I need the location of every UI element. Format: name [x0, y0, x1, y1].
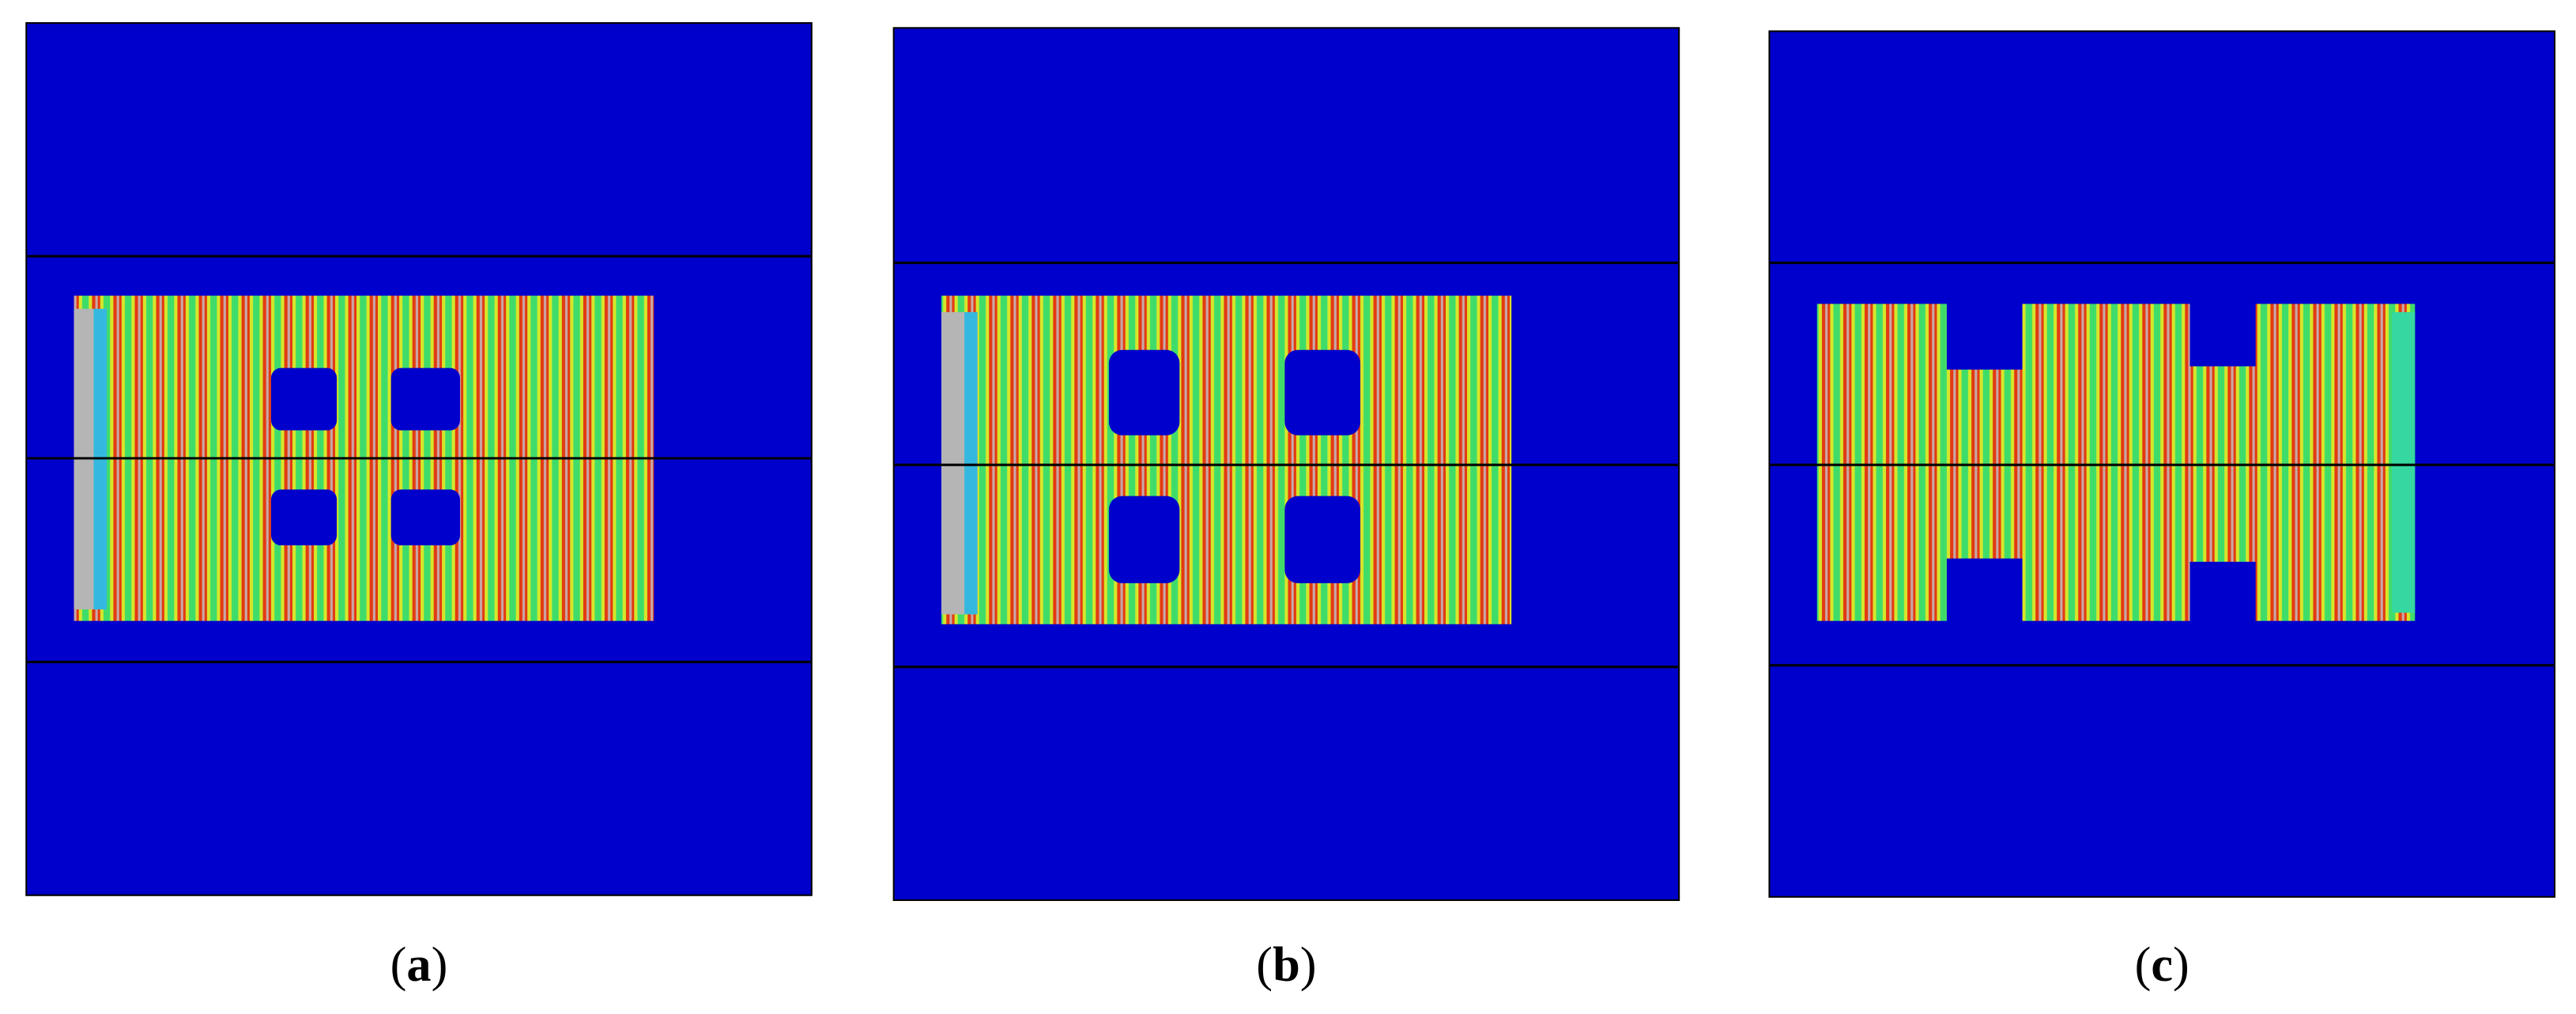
- contour-band: [1816, 303, 2416, 621]
- hole: [390, 489, 460, 546]
- notch: [2189, 300, 2256, 367]
- hole: [390, 368, 460, 431]
- label-part: (: [2135, 937, 2152, 992]
- notch: [1946, 558, 2023, 624]
- edge-band: [2392, 311, 2416, 613]
- label-part: ): [1300, 937, 1317, 992]
- contour-band: [941, 296, 1512, 624]
- panel-label: (b): [1256, 937, 1316, 992]
- panel-label: (a): [390, 937, 448, 992]
- edge-band: [964, 311, 978, 615]
- panel-c: (c): [1768, 30, 2555, 992]
- label-letter: c: [2151, 937, 2173, 992]
- notch: [2189, 561, 2256, 624]
- edge-band: [941, 311, 965, 615]
- panel-a: (a): [25, 22, 813, 992]
- hole: [270, 489, 338, 546]
- label-part: (: [390, 937, 407, 992]
- hole: [1284, 349, 1360, 435]
- label-part: (: [1256, 937, 1273, 992]
- notch: [1946, 300, 2023, 370]
- label-part: ): [432, 937, 448, 992]
- label-part: ): [2173, 937, 2189, 992]
- label-letter: a: [406, 937, 431, 992]
- panel-label: (c): [2135, 937, 2189, 992]
- panel-b: (b): [892, 27, 1680, 992]
- hole: [1284, 496, 1360, 583]
- hole: [1108, 349, 1180, 435]
- label-letter: b: [1273, 937, 1300, 992]
- hole: [1108, 496, 1180, 583]
- hole: [270, 368, 338, 431]
